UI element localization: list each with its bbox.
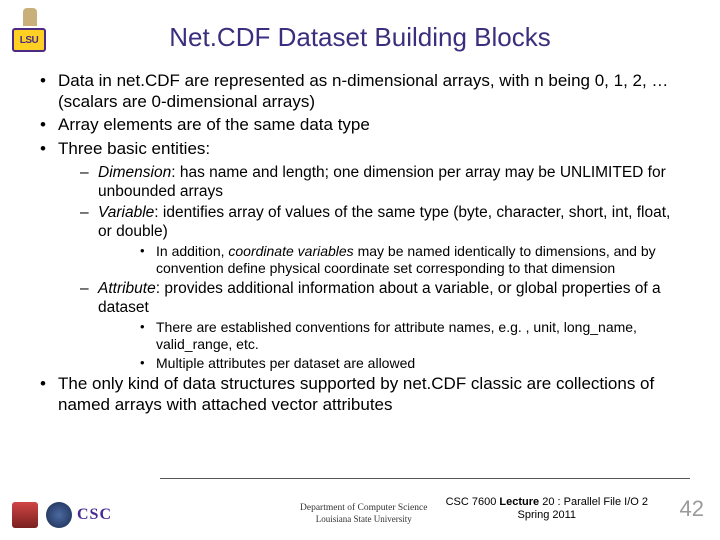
footer-logos: CSC bbox=[12, 502, 106, 528]
sub-text: : provides additional information about … bbox=[98, 280, 661, 316]
csc-text: CSC bbox=[77, 506, 112, 524]
dept-line2: Louisiana State University bbox=[300, 514, 427, 524]
sub-text: : identifies array of values of the same… bbox=[98, 204, 670, 240]
page-number: 42 bbox=[680, 496, 704, 522]
sub-item: Dimension: has name and length; one dime… bbox=[58, 164, 686, 201]
lsu-logo: LSU bbox=[12, 8, 48, 58]
bullet-list: Data in net.CDF are represented as n-dim… bbox=[34, 71, 686, 416]
sub-item: Variable: identifies array of values of … bbox=[58, 204, 686, 277]
bullet-item: Array elements are of the same data type bbox=[34, 115, 686, 136]
em-label: Attribute bbox=[98, 280, 156, 297]
lecture-reference: CSC 7600 Lecture 20 : Parallel File I/O … bbox=[446, 496, 648, 522]
slide-title: Net.CDF Dataset Building Blocks bbox=[94, 22, 686, 53]
tower-icon bbox=[23, 8, 37, 26]
sub2-list: There are established conventions for at… bbox=[98, 319, 686, 371]
sub2-item: In addition, coordinate variables may be… bbox=[98, 243, 686, 277]
bullet-item: Data in net.CDF are represented as n-dim… bbox=[34, 71, 686, 112]
sub-text: : has name and length; one dimension per… bbox=[98, 164, 666, 200]
cct-logo-icon bbox=[12, 502, 38, 528]
lsu-badge: LSU bbox=[12, 28, 46, 52]
bullet-text: Three basic entities: bbox=[58, 139, 210, 158]
bullet-item: Three basic entities: Dimension: has nam… bbox=[34, 139, 686, 371]
lecture-rest: 20 : Parallel File I/O 2 bbox=[539, 496, 648, 508]
lsu-text: LSU bbox=[20, 35, 39, 46]
csc-logo: CSC bbox=[80, 502, 106, 528]
footer: CSC Department of Computer Science Louis… bbox=[0, 482, 720, 530]
lecture-line1: CSC 7600 Lecture 20 : Parallel File I/O … bbox=[446, 496, 648, 509]
sub2-item: There are established conventions for at… bbox=[98, 319, 686, 353]
em-text: coordinate variables bbox=[228, 243, 353, 259]
dept-line1: Department of Computer Science bbox=[300, 503, 427, 514]
em-label: Variable bbox=[98, 204, 154, 221]
sub2-list: In addition, coordinate variables may be… bbox=[98, 243, 686, 277]
lecture-bold: Lecture bbox=[499, 496, 539, 508]
sub-item: Attribute: provides additional informati… bbox=[58, 280, 686, 372]
bullet-item: The only kind of data structures support… bbox=[34, 374, 686, 415]
sub2-text: In addition, bbox=[156, 243, 228, 259]
department-label: Department of Computer Science Louisiana… bbox=[300, 503, 427, 524]
slide: LSU Net.CDF Dataset Building Blocks Data… bbox=[0, 0, 720, 540]
nsf-logo-icon bbox=[46, 502, 72, 528]
sub-list: Dimension: has name and length; one dime… bbox=[58, 164, 686, 372]
footer-divider bbox=[160, 478, 690, 479]
em-label: Dimension bbox=[98, 164, 171, 181]
sub2-item: Multiple attributes per dataset are allo… bbox=[98, 355, 686, 372]
lecture-prefix: CSC 7600 bbox=[446, 496, 500, 508]
lecture-term: Spring 2011 bbox=[446, 509, 648, 522]
